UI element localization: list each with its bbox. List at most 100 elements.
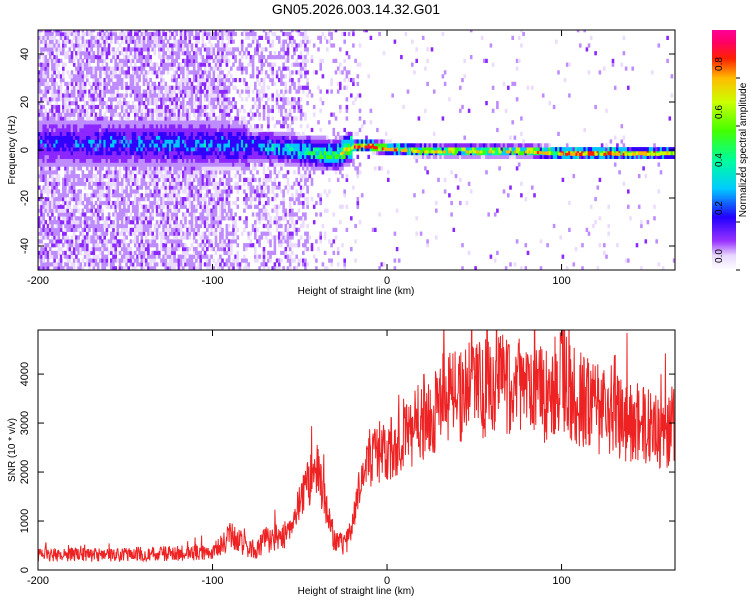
heatmap-cell — [42, 116, 45, 121]
heatmap-cell — [203, 124, 207, 129]
heatmap-cell — [140, 97, 144, 102]
heatmap-cell — [64, 39, 67, 44]
heatmap-cell — [173, 212, 176, 217]
heatmap-cell — [48, 97, 52, 102]
heatmap-cell — [105, 258, 109, 263]
heatmap-cell — [96, 39, 100, 44]
heatmap-cell — [53, 266, 56, 270]
heatmap-cell — [225, 93, 229, 98]
heatmap-cell — [225, 258, 229, 263]
heatmap-cell — [125, 89, 128, 94]
heatmap-cell — [51, 135, 54, 140]
heatmap-cell — [75, 254, 78, 259]
heatmap-cell — [195, 70, 198, 75]
heatmap-cell — [136, 139, 139, 144]
heatmap-cell — [195, 143, 198, 148]
heatmap-cell — [216, 85, 220, 90]
heatmap-cell — [66, 247, 69, 252]
heatmap-cell — [225, 223, 229, 229]
heatmap-cell — [158, 30, 161, 33]
heatmap-cell — [142, 254, 146, 259]
heatmap-cell — [105, 247, 109, 252]
heatmap-cell — [112, 239, 115, 244]
heatmap-cell — [149, 166, 152, 171]
heatmap-cell — [254, 177, 257, 182]
heatmap-cell — [62, 216, 65, 221]
heatmap-cell — [160, 243, 163, 248]
heatmap-cell — [251, 212, 255, 217]
heatmap-cell — [238, 266, 242, 270]
heatmap-cell — [62, 30, 65, 33]
heatmap-cell — [51, 124, 54, 129]
heatmap-cell — [175, 97, 178, 102]
heatmap-cell — [134, 116, 137, 121]
heatmap-cell — [136, 243, 139, 248]
heatmap-cell — [264, 101, 268, 106]
heatmap-cell — [138, 227, 141, 232]
heatmap-cell — [243, 51, 246, 56]
heatmap-cell — [225, 127, 229, 133]
heatmap-cell — [249, 170, 253, 175]
heatmap-cell — [203, 62, 207, 67]
heatmap-cell — [243, 116, 246, 121]
heatmap-cell — [127, 204, 130, 209]
heatmap-cell — [125, 39, 128, 44]
heatmap-cell — [66, 174, 69, 179]
heatmap-cell — [116, 127, 120, 133]
heatmap-cell — [107, 174, 111, 179]
heatmap-cell — [147, 254, 150, 259]
heatmap-cell — [182, 258, 185, 263]
heatmap-cell — [66, 131, 69, 136]
heatmap-cell — [151, 93, 154, 98]
heatmap-cell — [57, 220, 61, 225]
heatmap-cell — [206, 220, 209, 225]
heatmap-cell — [101, 101, 104, 106]
heatmap-cell — [110, 247, 113, 252]
heatmap-cell — [256, 127, 259, 133]
heatmap-cell — [81, 154, 85, 159]
heatmap-cell — [55, 220, 59, 225]
heatmap-cell — [175, 147, 178, 152]
heatmap-cell — [160, 58, 163, 63]
heatmap-cell — [142, 70, 146, 75]
heatmap-cell — [230, 166, 233, 171]
heatmap-cell — [46, 151, 50, 156]
heatmap-cell — [72, 170, 76, 175]
heatmap-cell — [75, 227, 78, 232]
heatmap-cell — [164, 143, 168, 148]
heatmap-cell — [90, 31, 93, 37]
heatmap-cell — [79, 108, 82, 113]
heatmap-cell — [164, 185, 168, 190]
heatmap-cell — [79, 193, 82, 198]
heatmap-cell — [46, 223, 50, 229]
heatmap-cell — [171, 112, 174, 117]
heatmap-cell — [206, 116, 209, 121]
heatmap-cell — [182, 39, 185, 44]
heatmap-cell — [129, 131, 133, 136]
heatmap-cell — [142, 120, 146, 125]
heatmap-cell — [59, 30, 63, 33]
heatmap-cell — [68, 189, 72, 194]
heatmap-cell — [118, 43, 122, 48]
heatmap-cell — [123, 93, 126, 98]
heatmap-cell — [103, 116, 106, 121]
heatmap-cell — [110, 112, 113, 117]
heatmap-cell — [107, 154, 111, 159]
heatmap-cell — [134, 108, 137, 113]
heatmap-cell — [210, 93, 213, 98]
heatmap-cell — [247, 127, 250, 133]
heatmap-cell — [129, 51, 133, 56]
heatmap-cell — [114, 85, 117, 90]
heatmap-cell — [197, 101, 200, 106]
heatmap-cell — [70, 112, 74, 117]
heatmap-cell — [164, 258, 168, 263]
heatmap-cell — [51, 227, 54, 232]
heatmap-cell — [173, 85, 176, 90]
heatmap-cell — [96, 127, 100, 133]
heatmap-cell — [206, 216, 209, 221]
heatmap-cell — [48, 43, 52, 48]
heatmap-cell — [166, 247, 170, 252]
heatmap-cell — [72, 220, 76, 225]
heatmap-cell — [75, 235, 78, 240]
heatmap-cell — [247, 185, 250, 190]
